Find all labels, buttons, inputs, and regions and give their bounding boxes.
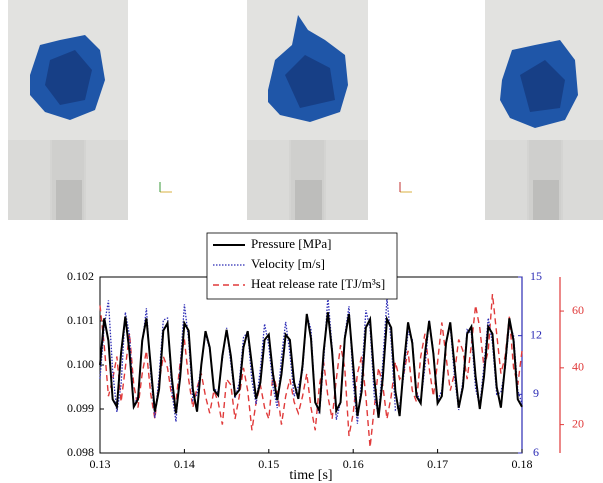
x-tick-label: 0.13 (90, 457, 111, 471)
y-tick-label: 0.099 (67, 401, 94, 415)
series-line (99, 312, 523, 418)
y3-tick-label: 40 (572, 360, 584, 374)
x-axis-title: time [s] (289, 468, 332, 483)
y-tick-label: 0.100 (67, 357, 94, 371)
legend-label: Pressure [MPa] (251, 236, 332, 251)
x-tick-label: 0.18 (512, 457, 533, 471)
legend-label: Velocity [m/s] (251, 256, 325, 271)
y2-tick-label: 9 (533, 386, 539, 400)
axis-triad (159, 182, 412, 193)
y2-tick-label: 15 (530, 269, 542, 283)
x-tick-label: 0.16 (343, 457, 364, 471)
y-tick-label: 0.101 (67, 313, 94, 327)
y3-tick-label: 60 (572, 303, 584, 317)
y-tick-label: 0.102 (67, 269, 94, 283)
render-panel (8, 0, 128, 220)
y3-tick-label: 20 (572, 416, 584, 430)
x-tick-label: 0.17 (427, 457, 448, 471)
y-tick-label: 0.098 (67, 445, 94, 459)
y2-tick-label: 12 (530, 327, 542, 341)
x-tick-label: 0.15 (258, 457, 279, 471)
render-panel (485, 0, 603, 220)
x-tick-label: 0.14 (174, 457, 195, 471)
series-line (99, 293, 523, 448)
y2-tick-label: 6 (533, 445, 539, 459)
render-panel (247, 0, 368, 220)
plot-frame (99, 276, 523, 454)
legend-label: Heat release rate [TJ/m³s] (251, 276, 385, 291)
